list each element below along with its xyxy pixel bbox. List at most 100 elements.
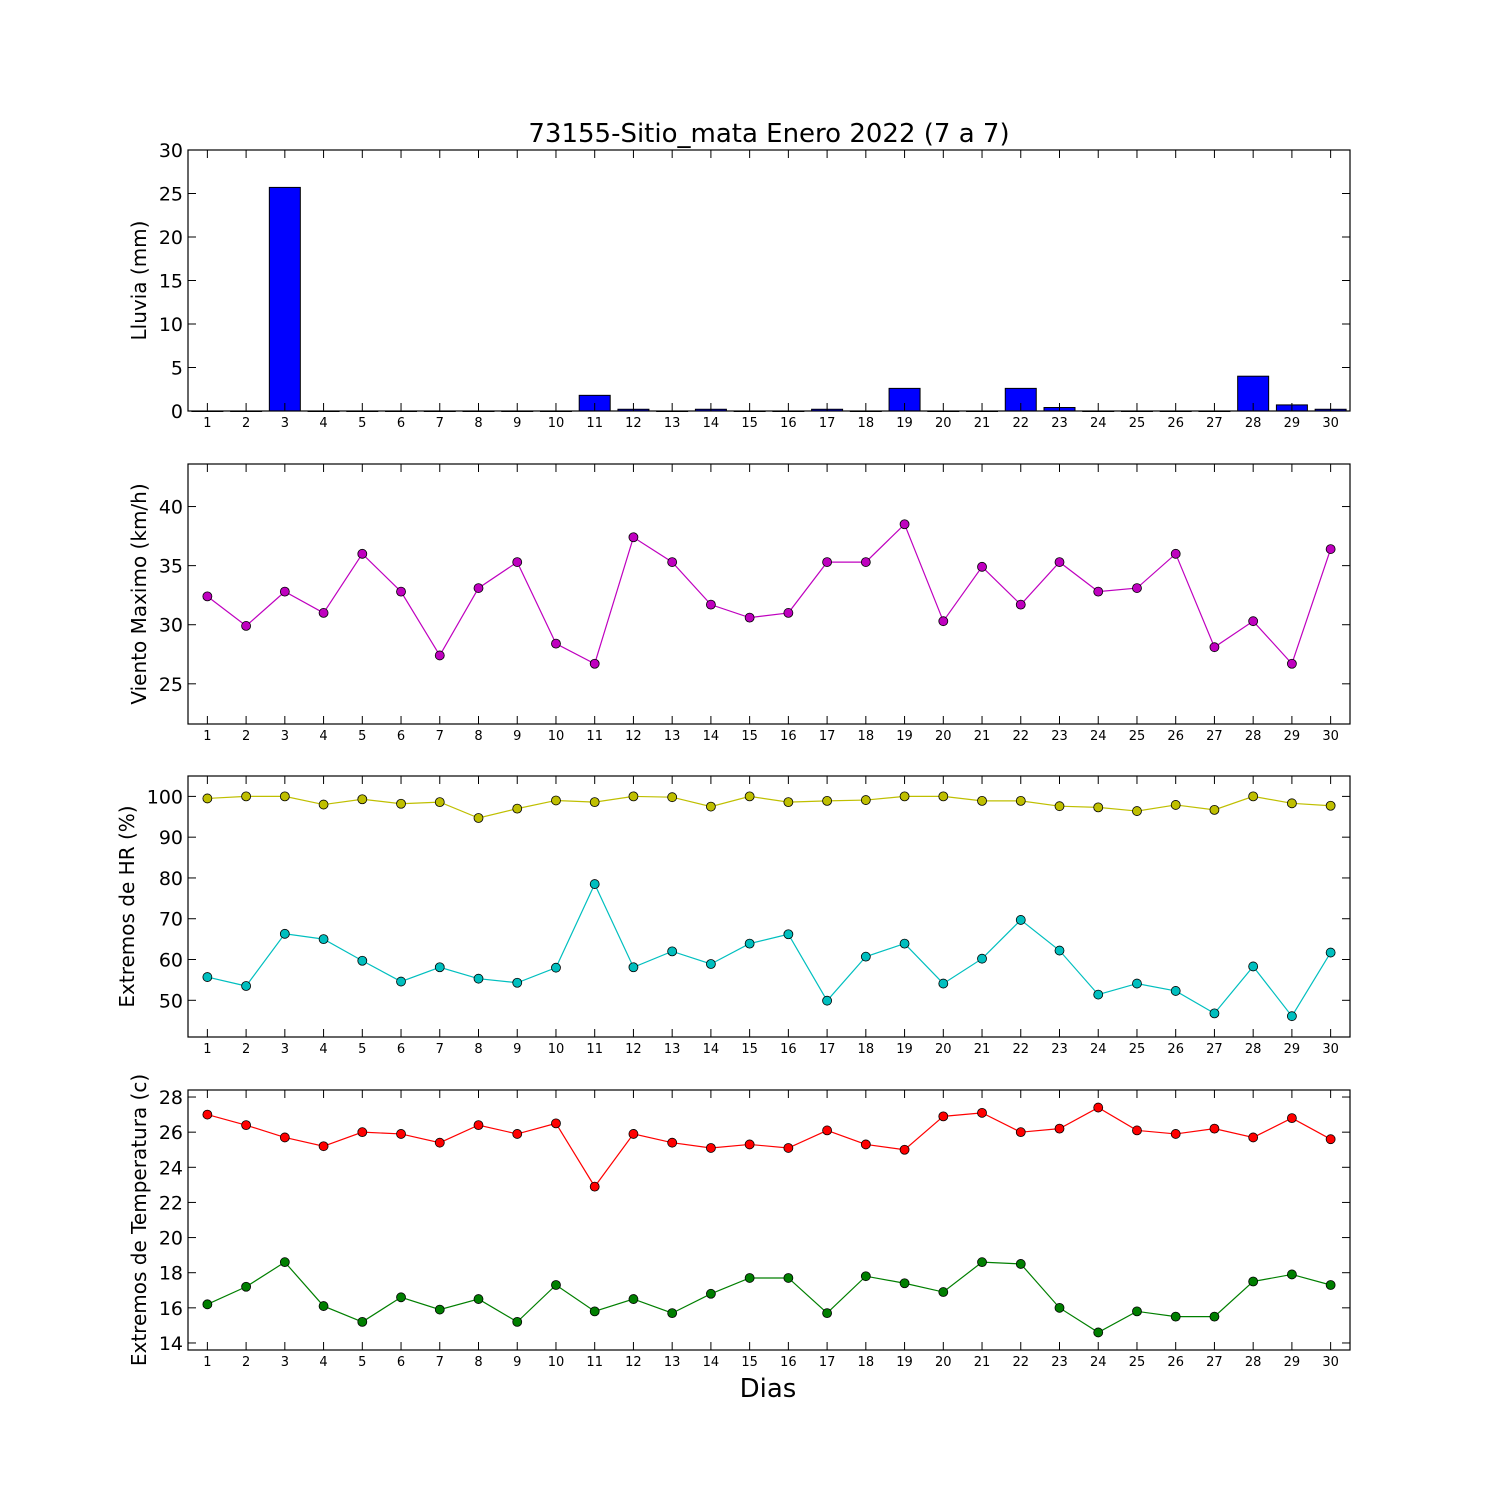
x-tick-label: 11 bbox=[586, 1042, 603, 1057]
y-tick-label: 25 bbox=[159, 674, 183, 696]
data-point-series-2-day-12 bbox=[628, 962, 639, 973]
data-point-series-2-day-4 bbox=[318, 934, 329, 945]
data-point-series-2-day-9 bbox=[512, 977, 523, 988]
x-tick-label: 9 bbox=[513, 729, 521, 744]
x-tick-label: 25 bbox=[1129, 416, 1146, 431]
x-tick-label: 20 bbox=[935, 1042, 952, 1057]
data-point-series-2-day-26 bbox=[1170, 986, 1181, 996]
data-point-series-1-day-13 bbox=[667, 557, 678, 567]
data-point-series-1-day-12 bbox=[628, 532, 639, 543]
x-tick-label: 12 bbox=[625, 1042, 642, 1057]
data-point-series-2-day-19 bbox=[899, 1278, 910, 1289]
x-tick-label: 8 bbox=[474, 729, 482, 744]
data-point-series-2-day-13 bbox=[667, 1308, 678, 1319]
x-tick-label: 25 bbox=[1129, 729, 1146, 744]
y-tick-label: 70 bbox=[159, 909, 183, 931]
data-point-series-1-day-17 bbox=[822, 1125, 832, 1136]
x-tick-label: 12 bbox=[625, 729, 642, 744]
data-point-series-2-day-25 bbox=[1132, 1306, 1142, 1317]
x-tick-label: 16 bbox=[780, 1355, 797, 1370]
data-point-series-1-day-10 bbox=[551, 638, 561, 649]
x-tick-label: 7 bbox=[436, 1355, 444, 1370]
data-point-series-2-day-7 bbox=[434, 962, 445, 973]
x-tick-label: 9 bbox=[513, 1042, 521, 1057]
plot-frame bbox=[187, 1089, 1351, 1351]
data-point-series-2-day-23 bbox=[1054, 1302, 1065, 1313]
data-point-series-2-day-22 bbox=[1015, 1259, 1026, 1269]
data-point-series-1-day-25 bbox=[1132, 583, 1142, 593]
x-tick-label: 24 bbox=[1090, 1042, 1107, 1057]
data-point-series-1-day-7 bbox=[434, 650, 445, 661]
x-tick-label: 5 bbox=[358, 729, 366, 744]
x-tick-label: 29 bbox=[1284, 416, 1301, 431]
x-tick-label: 8 bbox=[474, 1355, 482, 1370]
x-tick-label: 3 bbox=[281, 729, 289, 744]
x-tick-label: 16 bbox=[780, 416, 797, 431]
x-tick-label: 3 bbox=[281, 1042, 289, 1057]
data-point-series-2-day-14 bbox=[706, 959, 716, 969]
data-point-series-1-day-24 bbox=[1093, 802, 1104, 813]
y-tick-label: 60 bbox=[159, 950, 183, 972]
x-tick-label: 3 bbox=[281, 416, 289, 431]
data-point-series-2-day-1 bbox=[202, 1299, 213, 1310]
x-tick-label: 30 bbox=[1322, 416, 1339, 431]
y-tick-label: 30 bbox=[159, 140, 183, 162]
x-tick-label: 14 bbox=[703, 1042, 720, 1057]
data-point-series-1-day-19 bbox=[899, 1144, 910, 1155]
data-point-series-2-day-8 bbox=[473, 1294, 484, 1304]
data-point-series-1-day-13 bbox=[667, 792, 678, 803]
x-tick-label: 5 bbox=[358, 1042, 366, 1057]
x-tick-label: 11 bbox=[586, 416, 603, 431]
x-tick-label: 20 bbox=[935, 1355, 952, 1370]
data-point-series-1-day-15 bbox=[744, 612, 755, 623]
data-point-series-1-day-6 bbox=[396, 1129, 406, 1139]
plot-frame bbox=[187, 775, 1351, 1038]
x-tick-label: 15 bbox=[741, 1355, 758, 1370]
x-tick-label: 1 bbox=[203, 1042, 211, 1057]
data-point-series-1-day-30 bbox=[1325, 1134, 1336, 1145]
y-axis-label: Extremos de HR (%) bbox=[115, 805, 139, 1007]
x-tick-label: 28 bbox=[1245, 416, 1262, 431]
data-point-series-1-day-27 bbox=[1209, 804, 1220, 815]
y-tick-label: 15 bbox=[159, 271, 183, 293]
x-tick-label: 15 bbox=[741, 1042, 758, 1057]
data-point-series-1-day-29 bbox=[1287, 798, 1297, 809]
data-point-series-1-day-1 bbox=[202, 591, 213, 602]
x-axis-label: Dias bbox=[740, 1374, 797, 1404]
data-point-series-2-day-29 bbox=[1287, 1269, 1297, 1280]
data-point-series-1-day-5 bbox=[357, 1127, 368, 1138]
data-point-series-1-day-16 bbox=[783, 608, 794, 618]
series-line-2 bbox=[207, 1261, 1331, 1334]
x-tick-label: 6 bbox=[397, 416, 405, 431]
y-tick-label: 80 bbox=[159, 868, 183, 890]
x-tick-label: 23 bbox=[1051, 729, 1068, 744]
data-point-series-1-day-19 bbox=[899, 791, 910, 802]
x-tick-label: 18 bbox=[858, 416, 875, 431]
y-tick-label: 26 bbox=[159, 1122, 183, 1144]
data-point-series-1-day-6 bbox=[396, 586, 406, 597]
x-tick-label: 22 bbox=[1012, 1042, 1029, 1057]
data-point-series-1-day-20 bbox=[938, 791, 949, 802]
data-point-series-1-day-14 bbox=[706, 801, 716, 812]
y-tick-label: 18 bbox=[159, 1263, 183, 1285]
x-tick-label: 26 bbox=[1167, 1042, 1184, 1057]
x-tick-label: 3 bbox=[281, 1355, 289, 1370]
data-point-series-2-day-29 bbox=[1287, 1011, 1297, 1022]
data-point-series-2-day-25 bbox=[1132, 978, 1142, 989]
data-point-series-2-day-11 bbox=[589, 879, 600, 889]
x-tick-label: 26 bbox=[1167, 1355, 1184, 1370]
data-point-series-1-day-20 bbox=[938, 1111, 949, 1122]
data-point-series-1-day-30 bbox=[1325, 544, 1336, 554]
data-point-series-1-day-8 bbox=[473, 1120, 484, 1131]
data-point-series-2-day-30 bbox=[1325, 1280, 1336, 1290]
data-point-series-1-day-27 bbox=[1209, 642, 1220, 653]
x-tick-label: 15 bbox=[741, 416, 758, 431]
data-point-series-2-day-22 bbox=[1015, 915, 1026, 925]
x-tick-label: 29 bbox=[1284, 729, 1301, 744]
x-tick-label: 22 bbox=[1012, 416, 1029, 431]
data-point-series-1-day-5 bbox=[357, 794, 368, 805]
y-tick-label: 90 bbox=[159, 827, 183, 849]
y-tick-label: 5 bbox=[171, 358, 183, 380]
